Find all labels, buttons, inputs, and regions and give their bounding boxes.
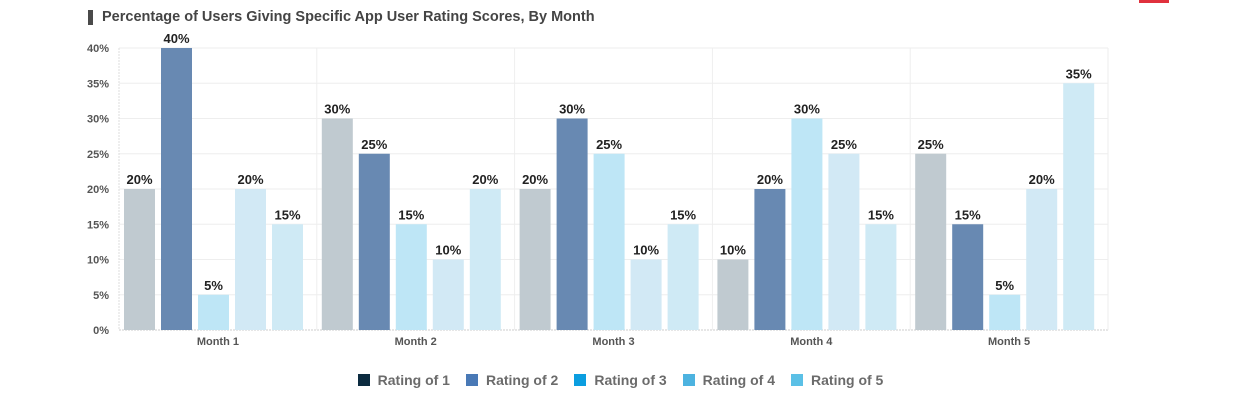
- legend-label: Rating of 3: [594, 372, 667, 388]
- legend-label: Rating of 5: [811, 372, 884, 388]
- x-tick-label: Month 5: [988, 336, 1030, 348]
- bar-value-label: 20%: [126, 172, 152, 187]
- bar: [952, 224, 984, 330]
- chart-title: Percentage of Users Giving Specific App …: [102, 9, 595, 25]
- bar-value-label: 25%: [831, 137, 857, 152]
- y-tick-label: 25%: [87, 149, 109, 161]
- bar-value-label: 20%: [522, 172, 548, 187]
- bar: [198, 294, 229, 330]
- corner-accent-mark: [1139, 0, 1169, 3]
- y-tick-label: 30%: [87, 114, 109, 126]
- bar: [272, 224, 303, 330]
- bar: [593, 153, 625, 330]
- y-tick-label: 35%: [87, 78, 109, 90]
- legend-swatch: [682, 374, 695, 386]
- legend-label: Rating of 2: [485, 372, 559, 388]
- bar-value-label: 20%: [757, 172, 783, 187]
- bar: [754, 189, 786, 330]
- y-tick-label: 15%: [87, 219, 109, 231]
- bar-value-label: 15%: [274, 207, 300, 222]
- bar: [630, 259, 662, 330]
- y-tick-label: 0%: [93, 325, 109, 337]
- chart-title-block: Percentage of Users Giving Specific App …: [88, 8, 595, 26]
- bar: [358, 153, 390, 330]
- bar: [1063, 83, 1095, 330]
- bar-value-label: 35%: [1066, 66, 1092, 81]
- x-tick-label: Month 3: [592, 336, 634, 348]
- bar-value-label: 15%: [670, 207, 696, 222]
- bar: [395, 224, 427, 330]
- legend-swatch: [791, 374, 804, 386]
- legend-item[interactable]: Rating of 1: [357, 372, 450, 388]
- legend-label: Rating of 1: [377, 372, 450, 388]
- bar-value-label: 30%: [559, 102, 585, 117]
- x-tick-label: Month 2: [395, 336, 437, 348]
- y-tick-label: 20%: [87, 184, 109, 196]
- bar-value-label: 5%: [995, 278, 1014, 293]
- bar-value-label: 30%: [794, 102, 820, 117]
- bar: [556, 118, 588, 330]
- bar: [235, 189, 266, 330]
- bar-value-label: 15%: [955, 207, 981, 222]
- y-tick-label: 40%: [87, 43, 109, 55]
- bar: [989, 294, 1021, 330]
- bar-value-label: 20%: [237, 172, 263, 187]
- chart-legend: Rating of 1 Rating of 2 Rating of 3 Rating …: [0, 372, 1241, 388]
- bar-value-label: 25%: [596, 137, 622, 152]
- bar-value-label: 15%: [868, 207, 894, 222]
- bar: [519, 189, 551, 330]
- bar: [161, 48, 192, 330]
- bar: [717, 259, 749, 330]
- bar-value-label: 10%: [435, 243, 461, 258]
- legend-swatch: [574, 374, 587, 386]
- legend-label: Rating of 4: [702, 372, 776, 388]
- legend-swatch: [465, 374, 478, 386]
- bar: [828, 153, 860, 330]
- y-tick-label: 10%: [87, 255, 109, 267]
- bar-chart: 0% 5% 10% 15% 20% 25% 30% 35% 40% 20% 40% 5% 20% 15% M…: [87, 31, 1109, 348]
- bar-value-label: 20%: [472, 172, 498, 187]
- bar: [469, 189, 501, 330]
- bar: [915, 153, 947, 330]
- bar: [432, 259, 464, 330]
- bar-value-label: 20%: [1029, 172, 1055, 187]
- bar-value-label: 40%: [163, 31, 189, 46]
- bar-value-label: 15%: [398, 207, 424, 222]
- bar: [1026, 189, 1058, 330]
- bar: [865, 224, 897, 330]
- legend-item[interactable]: Rating of 2: [465, 372, 559, 388]
- bar-value-label: 25%: [918, 137, 944, 152]
- bar-value-label: 10%: [720, 243, 746, 258]
- y-tick-label: 5%: [93, 290, 109, 302]
- bar: [791, 118, 823, 330]
- legend-item[interactable]: Rating of 4: [682, 372, 776, 388]
- x-tick-label: Month 1: [197, 336, 239, 348]
- bar-value-label: 10%: [633, 243, 659, 258]
- bar: [667, 224, 699, 330]
- legend-item[interactable]: Rating of 5: [791, 372, 883, 388]
- legend-swatch: [357, 374, 370, 386]
- x-tick-label: Month 4: [790, 336, 833, 348]
- bar: [124, 189, 155, 330]
- bar-value-label: 25%: [361, 137, 387, 152]
- bar-value-label: 5%: [204, 278, 223, 293]
- bar-value-label: 30%: [324, 102, 350, 117]
- bar: [321, 118, 353, 330]
- title-accent-bar: [88, 9, 93, 25]
- legend-item[interactable]: Rating of 3: [574, 372, 667, 388]
